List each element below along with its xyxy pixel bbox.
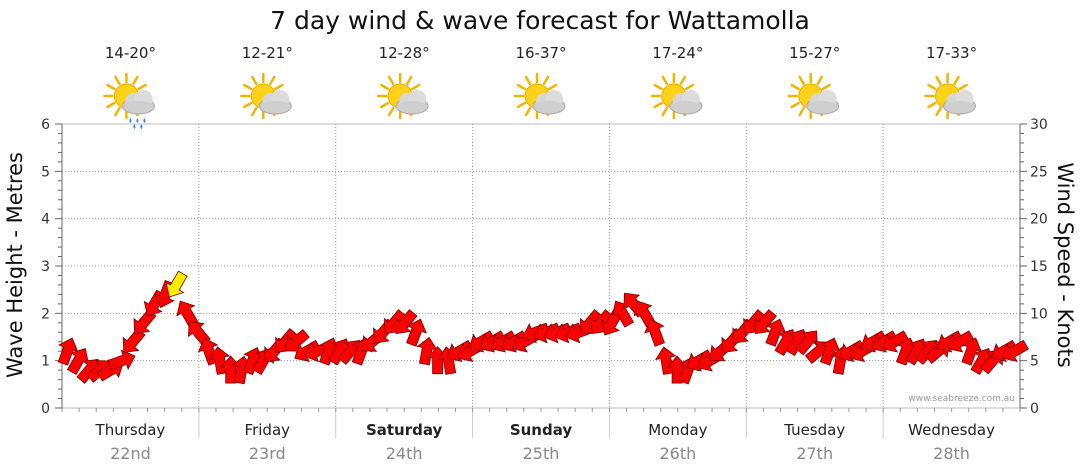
day-date-label: 28th	[933, 444, 970, 463]
right-axis-label: Wind Speed - Knots	[1053, 162, 1077, 367]
plot-frame	[61, 123, 1021, 409]
sun-cloud-icon	[376, 72, 429, 120]
day-date-label: 22nd	[110, 444, 151, 463]
left-axis-label: Wave Height - Metres	[3, 152, 27, 378]
watermark: www.seabreeze.com.au	[908, 394, 1015, 404]
sun-cloud-rain-icon	[103, 72, 155, 129]
right-tick-label: 0	[1030, 401, 1039, 417]
wind-arrow	[107, 349, 136, 371]
day-name-label: Wednesday	[908, 421, 995, 439]
temp-range-label: 17-24°	[652, 44, 703, 62]
temp-range-label: 12-21°	[242, 44, 293, 62]
wind-arrow	[57, 337, 79, 366]
day-name-label: Sunday	[510, 421, 573, 439]
day-date-label: 24th	[386, 444, 423, 463]
temp-range-label: 16-37°	[515, 44, 566, 62]
sun-cloud-icon	[787, 72, 840, 120]
day-date-label: 25th	[523, 444, 560, 463]
wind-arrow	[882, 330, 910, 353]
left-axis: 0 1 2 3 4 5 6	[41, 117, 63, 417]
wind-arrow	[611, 300, 634, 328]
right-tick-label: 30	[1030, 117, 1048, 133]
wind-arrow	[754, 309, 777, 334]
wind-arrow	[284, 328, 310, 352]
day-name-label: Saturday	[366, 421, 443, 439]
temp-range-label: 12-28°	[379, 44, 430, 62]
right-tick-label: 20	[1030, 212, 1048, 228]
temp-range-label: 17-33°	[926, 44, 977, 62]
right-tick-label: 25	[1030, 164, 1048, 180]
wind-arrow	[176, 300, 199, 328]
weather-row: 14-20° 12-21° 12-28° 16-37° 17-24° 15-27° 17-3…	[103, 44, 977, 129]
day-date-label: 23rd	[249, 444, 286, 463]
wind-arrow	[416, 336, 438, 366]
wind-arrow	[601, 308, 624, 336]
wind-arrow	[794, 330, 818, 356]
day-name-label: Friday	[245, 421, 291, 439]
wind-arrow	[394, 309, 418, 334]
day-labels: Thursday 22nd Friday 23rd Saturday 24th Sunday…	[95, 421, 996, 463]
sun-cloud-icon	[924, 72, 977, 120]
wind-arrow	[819, 337, 841, 366]
right-tick-label: 5	[1030, 354, 1039, 370]
sun-cloud-icon	[240, 72, 292, 120]
sun-cloud-icon	[650, 72, 703, 120]
right-tick-label: 10	[1030, 306, 1048, 322]
temp-range-label: 14-20°	[105, 44, 156, 62]
wind-arrows	[57, 270, 1029, 385]
wind-arrow	[961, 337, 983, 366]
chart-title: 7 day wind & wave forecast for Wattamoll…	[270, 6, 810, 35]
day-name-label: Tuesday	[783, 421, 845, 439]
wind-arrow	[947, 330, 975, 353]
left-tick-label: 5	[41, 164, 50, 180]
left-tick-label: 0	[41, 401, 50, 417]
temp-range-label: 15-27°	[789, 44, 840, 62]
grid	[61, 123, 1021, 438]
day-date-label: 27th	[796, 444, 833, 463]
left-tick-label: 1	[41, 354, 50, 370]
day-name-label: Monday	[648, 421, 707, 439]
day-date-label: 26th	[659, 444, 696, 463]
left-tick-label: 3	[41, 259, 50, 275]
wind-arrow	[406, 318, 427, 347]
wind-arrow	[66, 348, 90, 376]
wind-arrow	[1001, 339, 1029, 362]
wind-arrow	[765, 318, 787, 347]
left-tick-label: 6	[41, 117, 50, 133]
sun-cloud-icon	[513, 72, 566, 120]
right-axis: 0 5 10 15 20 25 30	[1019, 117, 1048, 417]
day-name-label: Thursday	[95, 421, 166, 439]
left-tick-label: 2	[41, 306, 50, 322]
wind-arrow	[165, 270, 188, 298]
right-tick-label: 15	[1030, 259, 1048, 275]
wind-arrow	[644, 318, 665, 347]
left-tick-label: 4	[41, 212, 50, 228]
